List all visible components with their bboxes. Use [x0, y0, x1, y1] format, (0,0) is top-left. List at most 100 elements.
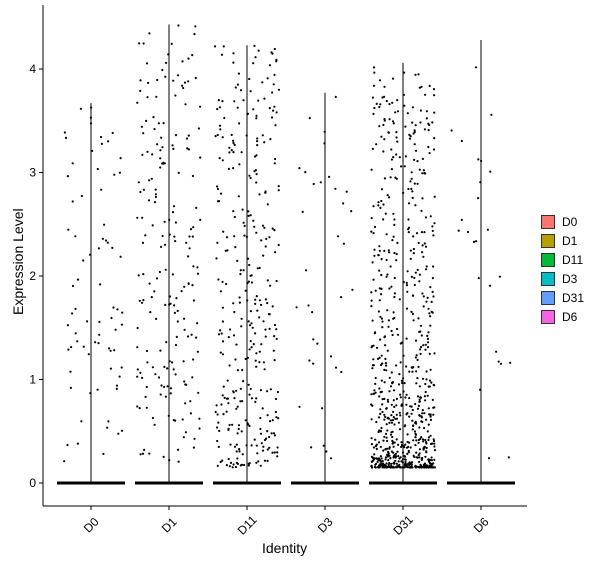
data-point	[194, 76, 197, 80]
data-point	[386, 349, 389, 352]
data-point	[159, 157, 162, 160]
data-point	[410, 461, 413, 464]
data-point	[275, 416, 278, 419]
data-point	[153, 290, 156, 293]
data-point	[304, 171, 307, 174]
data-point	[409, 405, 412, 408]
data-point	[255, 295, 258, 298]
data-point	[420, 458, 423, 461]
data-point	[71, 312, 74, 315]
data-point	[428, 413, 431, 416]
data-point	[385, 423, 388, 426]
data-point	[182, 360, 185, 363]
data-point	[147, 81, 150, 84]
data-point	[426, 337, 430, 340]
data-point	[121, 311, 124, 314]
legend-key	[541, 271, 555, 286]
data-point	[424, 245, 428, 248]
data-point	[106, 241, 109, 244]
data-point	[153, 128, 156, 131]
data-point	[119, 255, 122, 258]
data-point	[241, 453, 244, 456]
data-point	[273, 434, 276, 437]
data-point	[418, 466, 421, 469]
data-point	[418, 426, 421, 429]
data-point	[247, 383, 250, 386]
data-point	[108, 347, 111, 350]
data-point	[392, 389, 396, 392]
data-point	[106, 426, 109, 429]
data-point	[402, 444, 405, 448]
data-point	[154, 188, 157, 191]
data-point	[398, 156, 401, 159]
data-point	[247, 280, 250, 283]
data-point	[225, 282, 228, 286]
data-point	[270, 432, 273, 435]
data-point	[380, 287, 383, 290]
data-point	[381, 362, 384, 365]
data-point	[395, 153, 398, 156]
data-point	[259, 389, 262, 392]
data-point	[412, 319, 415, 322]
data-point	[258, 361, 261, 364]
data-point	[408, 415, 411, 418]
data-point	[424, 438, 427, 442]
data-point	[396, 140, 399, 143]
data-point	[370, 217, 373, 220]
data-point	[237, 427, 240, 431]
data-point	[372, 392, 375, 395]
data-point	[142, 273, 145, 276]
data-point	[414, 271, 417, 274]
data-point	[187, 255, 190, 258]
data-point	[385, 462, 388, 465]
data-point	[216, 108, 219, 111]
data-point	[489, 284, 492, 287]
data-point	[191, 174, 194, 178]
data-point	[380, 379, 383, 382]
data-point	[424, 382, 427, 386]
data-point	[234, 465, 237, 469]
data-point	[379, 429, 382, 432]
data-point	[260, 442, 263, 445]
data-point	[266, 203, 269, 206]
data-point	[383, 249, 386, 252]
data-point	[423, 128, 426, 131]
data-point	[187, 80, 190, 83]
data-point	[89, 116, 92, 119]
data-point	[416, 268, 419, 271]
data-point	[232, 139, 235, 142]
data-point	[82, 259, 85, 262]
data-point	[245, 134, 248, 137]
data-point	[409, 257, 412, 260]
data-point	[371, 404, 374, 407]
data-point	[247, 320, 250, 323]
data-point	[433, 449, 437, 452]
data-point	[102, 452, 105, 455]
data-point	[142, 299, 145, 302]
data-point	[381, 320, 384, 323]
data-point	[141, 153, 144, 156]
data-point	[373, 389, 376, 392]
data-point	[255, 352, 258, 355]
data-point	[425, 370, 428, 373]
data-point	[429, 286, 432, 289]
data-point	[223, 116, 226, 120]
data-point	[418, 273, 421, 276]
data-point	[236, 462, 239, 465]
data-point	[248, 424, 251, 428]
data-point	[379, 408, 382, 411]
data-point	[256, 267, 259, 270]
data-point	[391, 77, 395, 80]
data-point	[221, 394, 224, 397]
data-point	[166, 367, 169, 370]
data-point	[401, 381, 404, 385]
data-point	[425, 265, 428, 268]
data-point	[388, 454, 391, 457]
data-point	[370, 393, 373, 396]
data-point	[377, 253, 380, 257]
y-tick-label: 3	[29, 166, 36, 180]
data-point	[390, 285, 393, 288]
data-point	[225, 410, 228, 413]
data-point	[430, 310, 433, 313]
data-point	[423, 395, 426, 398]
